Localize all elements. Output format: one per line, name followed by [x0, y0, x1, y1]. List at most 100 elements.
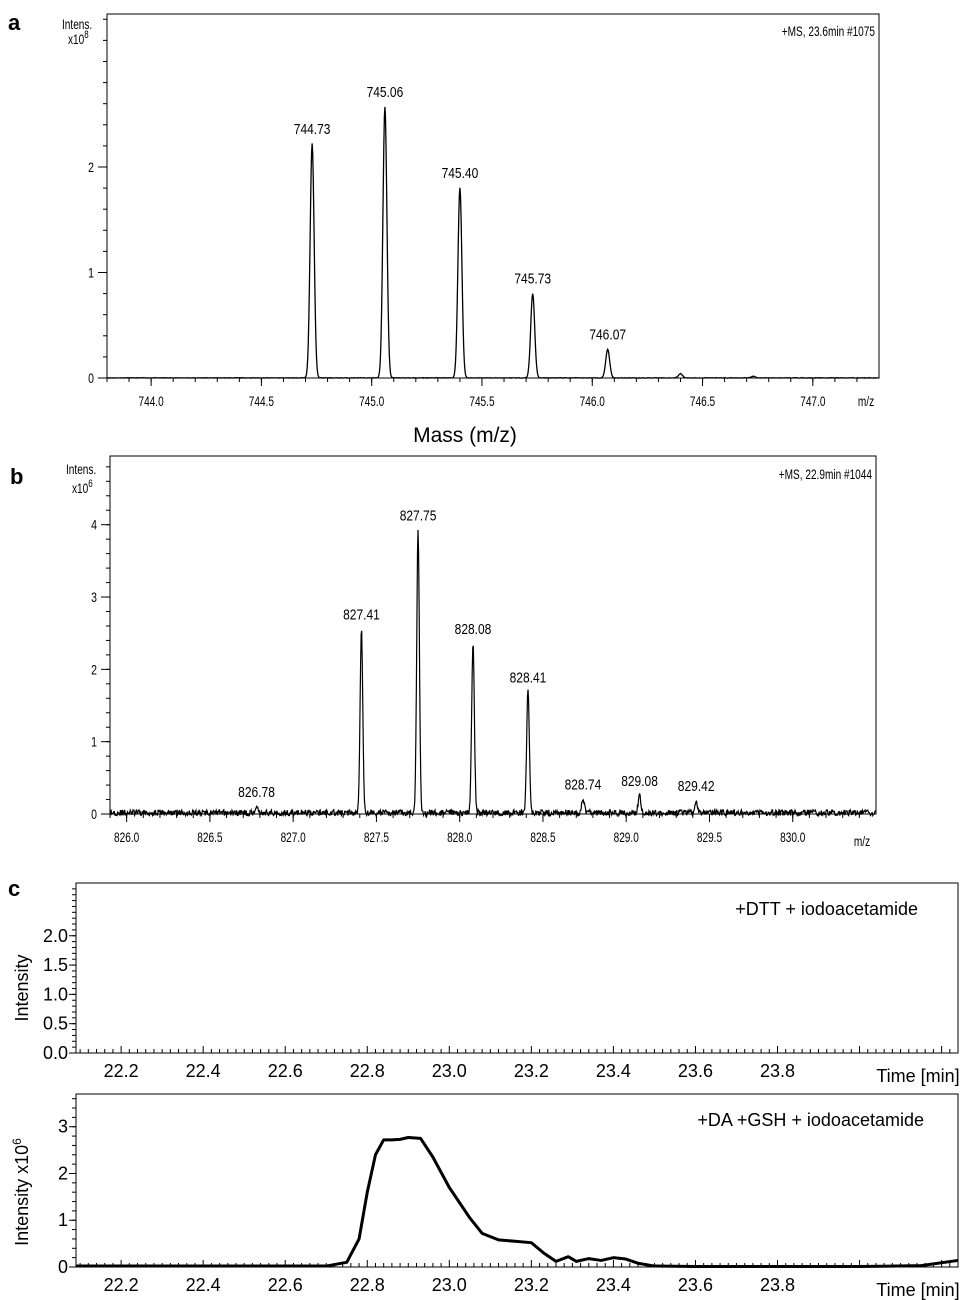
- c1-x-tick-label: 23.4: [596, 1061, 631, 1081]
- panel-a-scan-info: +MS, 23.6min #1075: [782, 23, 875, 39]
- b-peak-label: 829.42: [678, 778, 715, 795]
- panel-a-peak-labels: 744.73 745.06 745.40 745.73 746.07: [294, 84, 626, 343]
- b-x-tick-label: 826.5: [197, 829, 222, 845]
- panel-c-top-plot-frame: [75, 882, 959, 1054]
- panel-c-bottom-plot-frame: [75, 1093, 959, 1268]
- a-x-tick-label: 744.0: [139, 393, 164, 409]
- b-x-tick-label: 828.0: [447, 829, 472, 845]
- panel-c-bottom-trace: [76, 1135, 959, 1269]
- a-y-tick-label: 0: [88, 371, 94, 387]
- a-x-tick-label: 746.0: [580, 393, 605, 409]
- c2-x-tick-label: 23.0: [432, 1275, 467, 1295]
- c2-y-tick-label: 3: [58, 1117, 68, 1137]
- panel-c-top-x-axis-title: Time [min]: [876, 1066, 959, 1086]
- a-x-tick-label: 747.0: [800, 393, 825, 409]
- panel-a-x-unit: m/z: [858, 393, 874, 409]
- b-peak-label: 826.78: [238, 784, 275, 801]
- panel-c-bottom-chromatogram: +DA +GSH + iodoacetamide Intensity x106 …: [10, 1093, 960, 1300]
- b-y-tick-label: 0: [91, 807, 97, 823]
- panel-b-axes: 826.0 826.5 827.0 827.5 828.0 828.5 829.0 829.5…: [91, 466, 860, 845]
- a-x-tick-label: 746.5: [690, 393, 715, 409]
- c2-x-tick-label: 22.6: [268, 1275, 303, 1295]
- b-y-tick-label: 1: [91, 734, 97, 750]
- panel-c-top-chromatogram: +DTT + iodoacetamide Intensity Time [min…: [12, 882, 960, 1086]
- c1-x-tick-label: 23.8: [760, 1061, 795, 1081]
- b-peak-label: 829.08: [621, 773, 658, 790]
- c1-x-tick-label: 22.4: [186, 1061, 221, 1081]
- a-x-tick-label: 745.0: [359, 393, 384, 409]
- panel-letter-b: b: [10, 464, 23, 489]
- panel-letter-c: c: [8, 876, 20, 901]
- c2-x-tick-label: 22.8: [350, 1275, 385, 1295]
- a-peak-label: 744.73: [294, 121, 331, 138]
- a-peak-label: 745.40: [442, 165, 479, 182]
- a-peak-label: 745.73: [514, 270, 551, 287]
- c1-y-tick-label: 1.5: [43, 955, 68, 975]
- b-x-tick-label: 829.5: [697, 829, 722, 845]
- c1-y-tick-label: 0.5: [43, 1014, 68, 1034]
- c2-x-tick-label: 23.4: [596, 1275, 631, 1295]
- c1-x-tick-label: 22.2: [104, 1061, 139, 1081]
- a-x-tick-label: 745.5: [469, 393, 494, 409]
- b-x-tick-label: 830.0: [780, 829, 805, 845]
- panel-c-bottom-axes: 22.2 22.4 22.6 22.8 23.0 23.2 23.4 23.6 23.8 0 1 2 3: [58, 1098, 951, 1295]
- c1-x-tick-label: 23.0: [432, 1061, 467, 1081]
- panel-b-intens-label: Intens.: [66, 461, 96, 477]
- panel-a-plot-frame: [106, 13, 880, 379]
- b-peak-label: 828.41: [510, 669, 547, 686]
- panel-a-x-axis-title: Mass (m/z): [413, 424, 517, 447]
- a-peak-label: 746.07: [589, 326, 626, 343]
- b-y-tick-label: 3: [91, 590, 97, 606]
- a-x-tick-label: 744.5: [249, 393, 274, 409]
- panel-b-scan-info: +MS, 22.9min #1044: [779, 466, 872, 482]
- c1-x-tick-label: 22.6: [268, 1061, 303, 1081]
- panel-c-top-condition-label: +DTT + iodoacetamide: [735, 899, 918, 919]
- b-y-tick-label: 2: [91, 662, 97, 678]
- a-y-tick-label: 1: [88, 265, 94, 281]
- c1-x-tick-label: 23.6: [678, 1061, 713, 1081]
- c2-x-tick-label: 22.4: [186, 1275, 221, 1295]
- panel-c-top-y-axis-title: Intensity: [12, 954, 32, 1021]
- b-x-tick-label: 828.5: [530, 829, 555, 845]
- panel-a-axes: 744.0 744.5 745.0 745.5 746.0 746.5 747.0 0 1 2: [88, 18, 858, 409]
- panel-b: b Intens. x106 +MS, 22.9min #1044 826.0 8…: [10, 455, 877, 849]
- c2-x-tick-label: 23.2: [514, 1275, 549, 1295]
- b-x-tick-label: 827.0: [281, 829, 306, 845]
- panel-a: a Intens. x108 +MS, 23.6min #1075 744.0 7…: [8, 10, 880, 447]
- panel-b-x-unit: m/z: [854, 833, 870, 849]
- c1-y-tick-label: 1.0: [43, 984, 68, 1004]
- b-x-tick-label: 827.5: [364, 829, 389, 845]
- b-peak-label: 828.74: [565, 776, 602, 793]
- panel-b-spectrum-line: [109, 529, 877, 818]
- b-peak-label: 827.41: [343, 606, 380, 623]
- c2-y-tick-label: 0: [58, 1257, 68, 1277]
- b-peak-label: 827.75: [400, 507, 437, 524]
- c1-x-tick-label: 22.8: [350, 1061, 385, 1081]
- c1-y-tick-label: 0.0: [43, 1043, 68, 1063]
- c1-y-tick-label: 2.0: [43, 926, 68, 946]
- b-x-tick-label: 826.0: [114, 829, 139, 845]
- c2-x-tick-label: 23.8: [760, 1275, 795, 1295]
- panel-a-intens-label: Intens.: [62, 16, 92, 32]
- c1-x-tick-label: 23.2: [514, 1061, 549, 1081]
- panel-c-top-axes: 22.2 22.4 22.6 22.8 23.0 23.2 23.4 23.6 23.8 0.0 0…: [43, 888, 951, 1081]
- panel-a-scale-label: x108: [68, 29, 89, 48]
- panel-b-peak-labels: 826.78 827.41 827.75 828.08 828.41 828.74 829.…: [238, 507, 714, 800]
- panel-a-spectrum-line: [106, 106, 880, 379]
- a-peak-label: 745.06: [367, 84, 404, 101]
- c2-y-tick-label: 1: [58, 1210, 68, 1230]
- panel-c-bottom-x-axis-title: Time [min]: [876, 1280, 959, 1300]
- panel-c: c +DTT + iodoacetamide Intensity Time [m…: [8, 876, 960, 1300]
- panel-b-scale-label: x106: [72, 478, 93, 497]
- c2-x-tick-label: 22.2: [104, 1275, 139, 1295]
- a-y-tick-label: 2: [88, 160, 94, 176]
- panel-b-plot-frame: [109, 455, 877, 815]
- b-peak-label: 828.08: [455, 621, 492, 638]
- panel-c-bottom-condition-label: +DA +GSH + iodoacetamide: [697, 1110, 924, 1130]
- c2-y-tick-label: 2: [58, 1163, 68, 1183]
- b-x-tick-label: 829.0: [614, 829, 639, 845]
- b-y-tick-label: 4: [91, 517, 97, 533]
- panel-c-bottom-y-axis-title: Intensity x106: [10, 1138, 32, 1246]
- panel-letter-a: a: [8, 10, 21, 35]
